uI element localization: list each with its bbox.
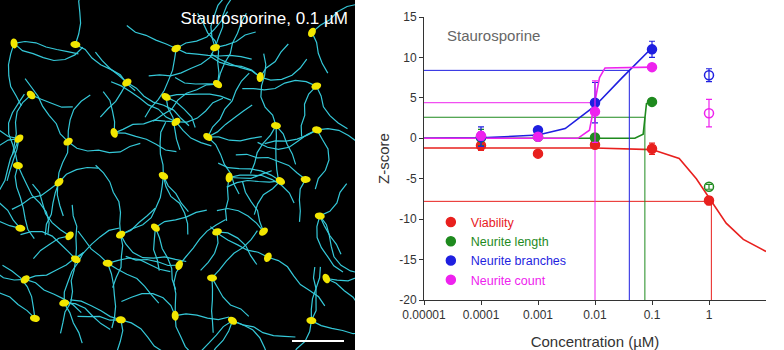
svg-text:Staurosporine: Staurosporine bbox=[447, 27, 540, 44]
svg-text:Neurite length: Neurite length bbox=[471, 235, 549, 249]
svg-text:Neurite branches: Neurite branches bbox=[471, 254, 566, 268]
svg-text:-10: -10 bbox=[399, 212, 417, 226]
svg-text:Neurite count: Neurite count bbox=[471, 274, 546, 288]
svg-text:0: 0 bbox=[410, 131, 417, 145]
svg-text:Concentration (µM): Concentration (µM) bbox=[531, 333, 660, 350]
svg-text:-20: -20 bbox=[399, 293, 417, 307]
svg-text:Viability: Viability bbox=[471, 216, 515, 230]
svg-text:0.001: 0.001 bbox=[523, 308, 553, 322]
svg-text:-15: -15 bbox=[399, 253, 417, 267]
svg-text:10: 10 bbox=[403, 51, 417, 65]
svg-text:Staurosporine, 0.1 µM: Staurosporine, 0.1 µM bbox=[180, 9, 348, 28]
svg-text:15: 15 bbox=[403, 10, 417, 24]
svg-text:-5: -5 bbox=[406, 172, 417, 186]
svg-text:0.00001: 0.00001 bbox=[402, 308, 446, 322]
svg-text:1: 1 bbox=[706, 308, 713, 322]
svg-text:0.01: 0.01 bbox=[583, 308, 607, 322]
svg-text:Z-score: Z-score bbox=[375, 133, 392, 184]
svg-text:0.0001: 0.0001 bbox=[463, 308, 500, 322]
svg-text:0.1: 0.1 bbox=[644, 308, 661, 322]
svg-text:5: 5 bbox=[410, 91, 417, 105]
